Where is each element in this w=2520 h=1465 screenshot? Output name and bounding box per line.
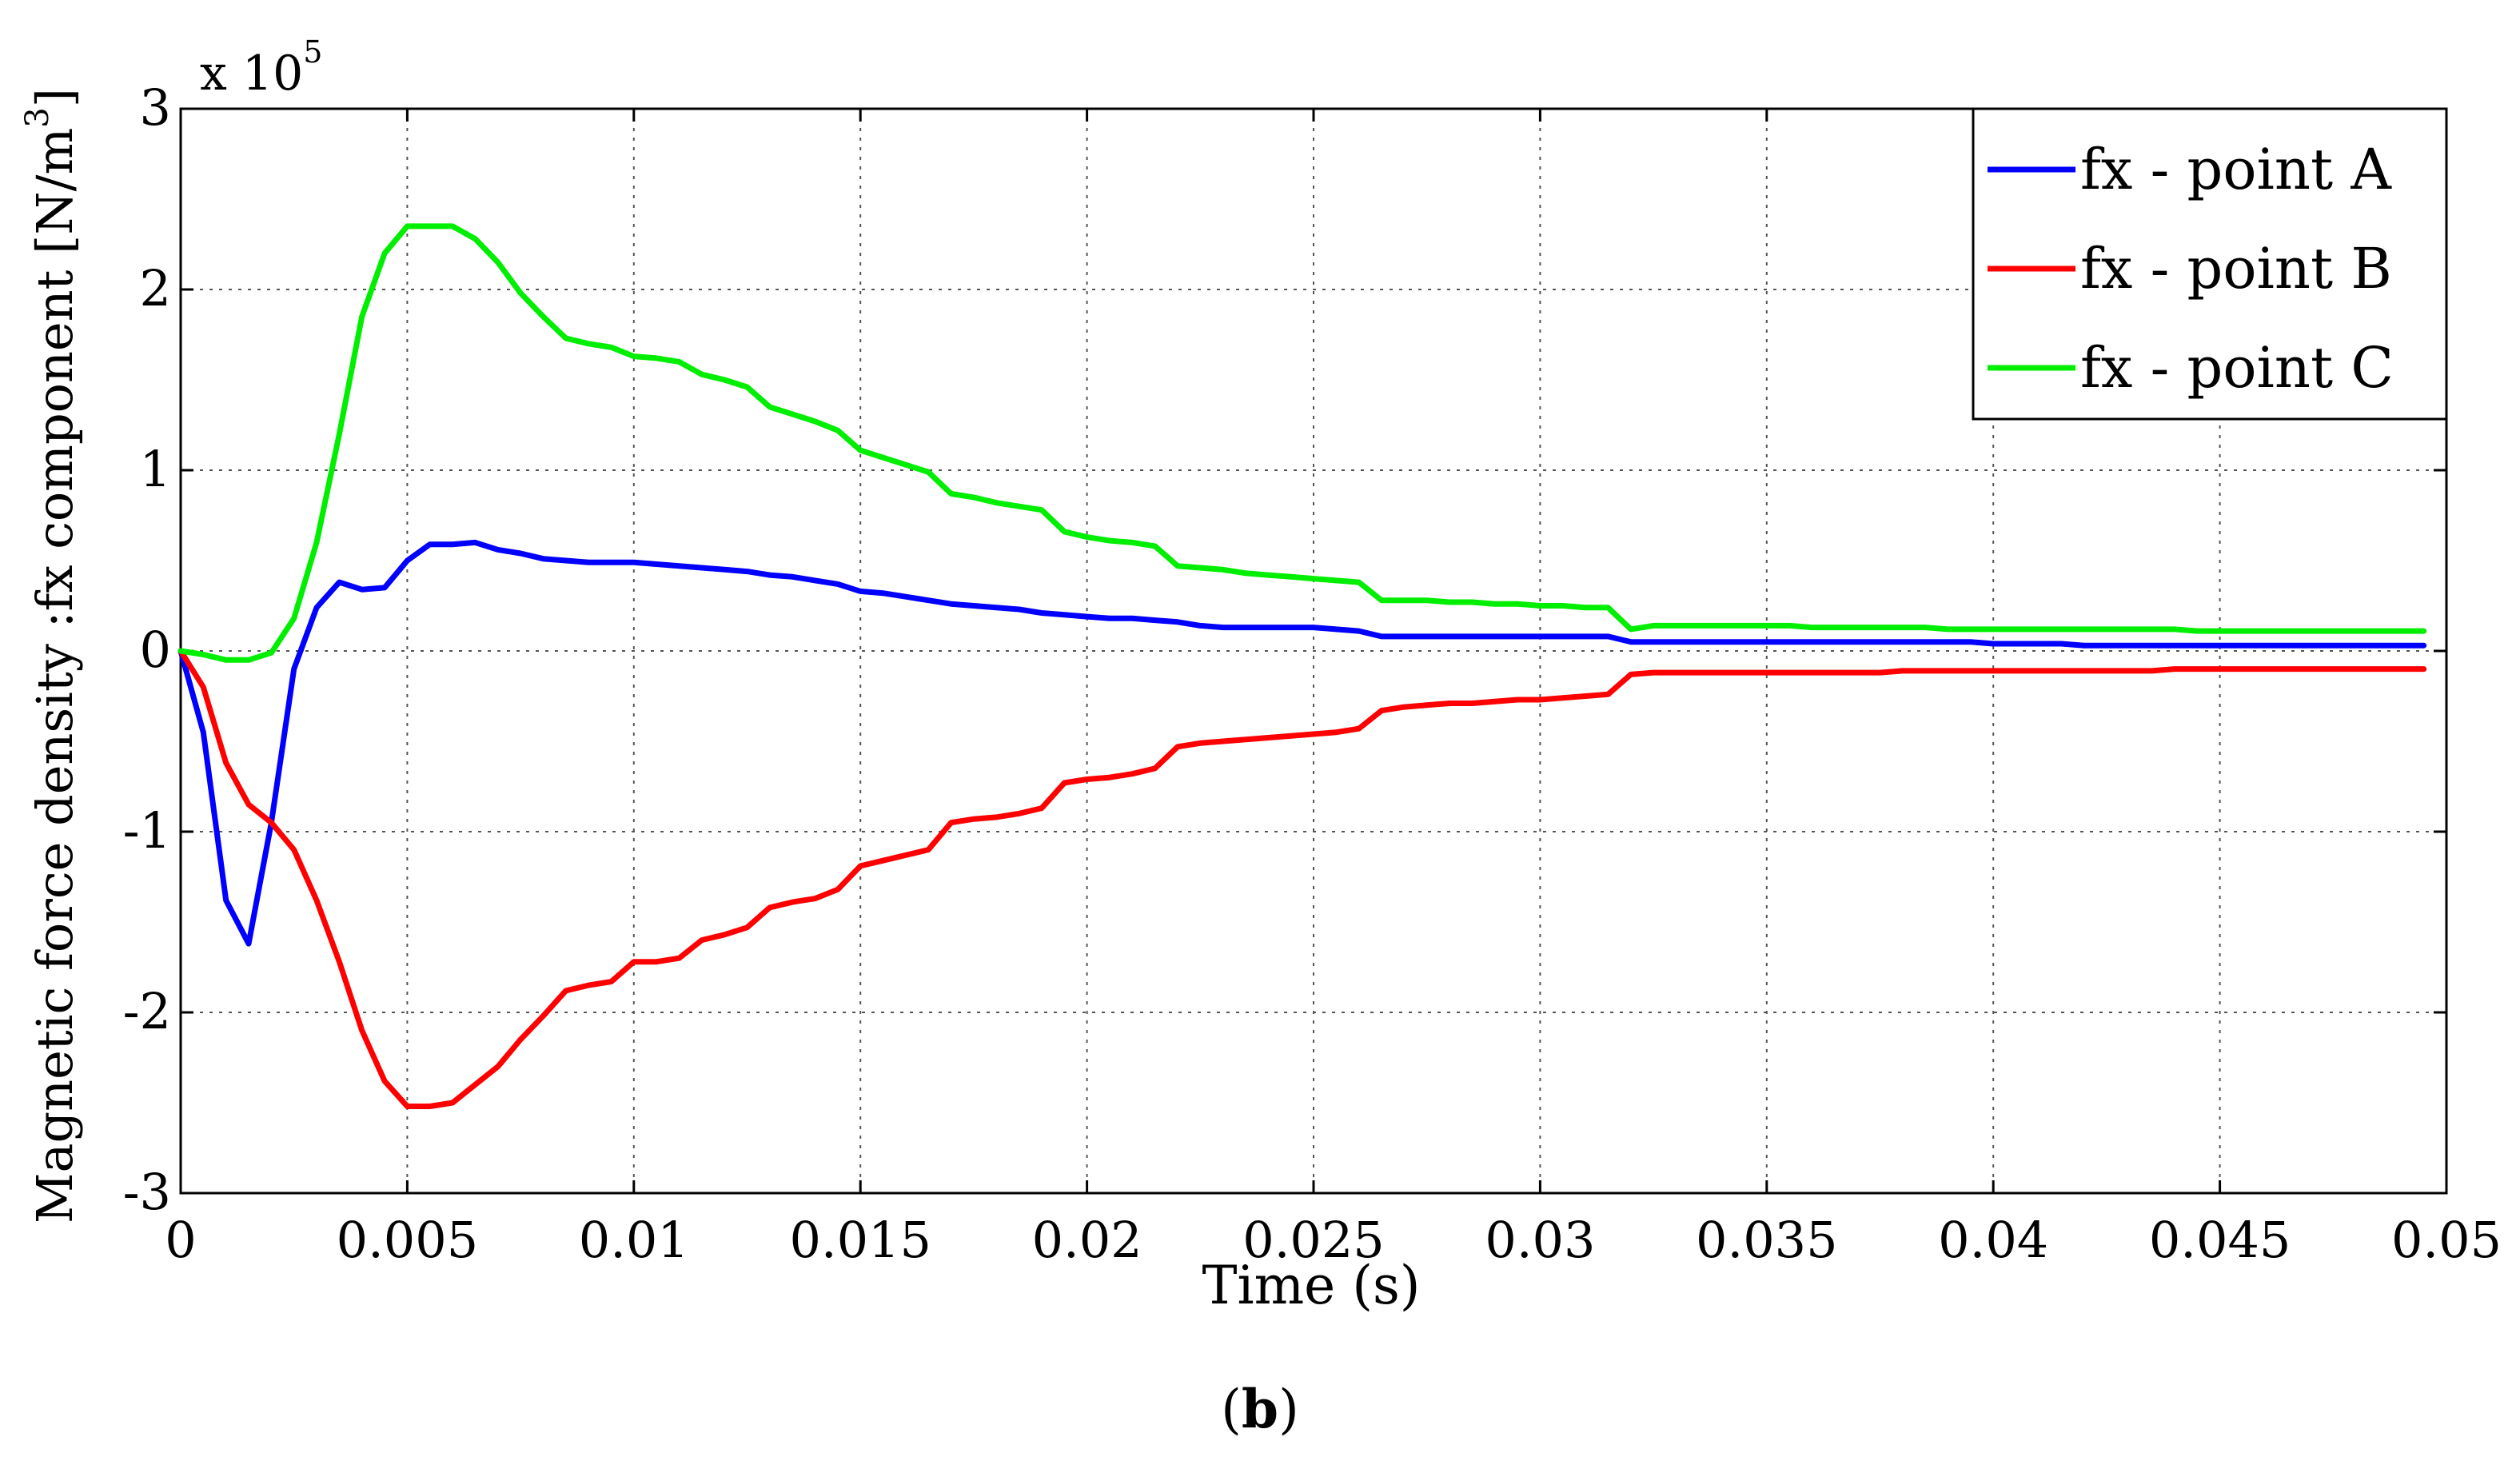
y-multiplier: x 105 <box>200 34 322 102</box>
y-tick-label: -1 <box>123 801 171 860</box>
legend: fx - point A fx - point B fx - point C <box>1972 107 2448 421</box>
y-axis-label: Magnetic force density :fx component [N/… <box>19 88 84 1223</box>
x-tick-label: 0.04 <box>1938 1211 2048 1269</box>
y-tick-label: 3 <box>140 78 171 137</box>
x-tick-label: 0.025 <box>1242 1211 1385 1269</box>
legend-label-3: fx - point C <box>2080 335 2394 401</box>
x-tick-label: 0.005 <box>337 1211 479 1269</box>
caption-close-paren: ) <box>1278 1379 1299 1440</box>
x-tick-label: 0.03 <box>1485 1211 1595 1269</box>
y-axis-label-text: Magnetic force density :fx component [N/… <box>26 128 84 1223</box>
caption-letter: b <box>1242 1378 1278 1440</box>
y-axis-label-superscript: 3 <box>19 107 56 127</box>
x-axis-label: Time (s) <box>1202 1255 1420 1316</box>
y-axis-label-suffix: ] <box>26 88 84 107</box>
y-tick-label: 1 <box>140 440 171 498</box>
y-tick-labels: -3 -2 -1 0 1 2 3 <box>123 78 171 1221</box>
series-line-2 <box>177 648 2427 1109</box>
x-tick-label: 0 <box>165 1211 196 1269</box>
x-tick-label: 0.015 <box>789 1211 931 1269</box>
grid-lines <box>181 109 2446 1193</box>
legend-label-2: fx - point B <box>2080 236 2392 301</box>
y-tick-label: 0 <box>140 621 171 679</box>
x-tick-label: 0.05 <box>2391 1211 2502 1269</box>
x-tick-label: 0.01 <box>579 1211 689 1269</box>
caption-open-paren: ( <box>1221 1379 1242 1440</box>
x-tick-label: 0.045 <box>2149 1211 2291 1269</box>
tick-marks <box>179 107 2448 1195</box>
y-multiplier-exponent: 5 <box>303 34 322 70</box>
y-tick-label: 2 <box>140 259 171 317</box>
x-tick-label: 0.02 <box>1032 1211 1142 1269</box>
y-tick-label: -2 <box>123 982 171 1040</box>
series-line-3 <box>177 223 2427 663</box>
series-lines <box>177 223 2427 1109</box>
legend-label-1: fx - point A <box>2080 137 2392 202</box>
y-tick-label: -3 <box>123 1163 171 1221</box>
x-tick-labels: 0 0.005 0.01 0.015 0.02 0.025 0.03 0.035 0.04 0.0… <box>165 1211 2502 1269</box>
x-tick-label: 0.035 <box>1696 1211 1838 1269</box>
y-multiplier-base: x 10 <box>200 46 303 102</box>
series-line-1 <box>177 539 2427 947</box>
figure-caption: (b) <box>1221 1378 1299 1440</box>
